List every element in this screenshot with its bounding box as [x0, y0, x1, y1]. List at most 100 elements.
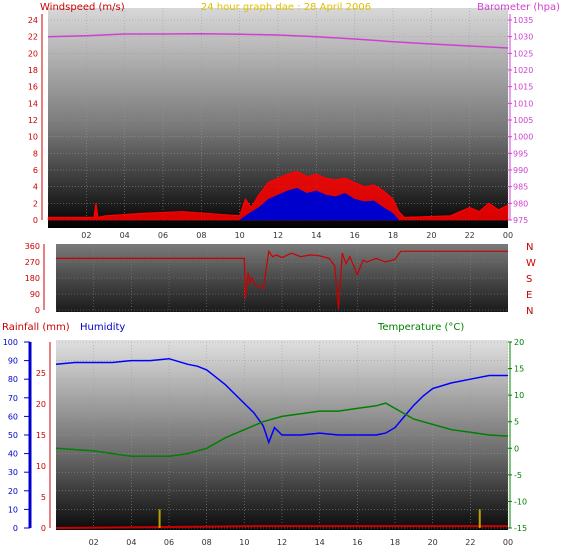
- wind-x-tick-label: 12: [273, 231, 283, 240]
- humidity-axis-label: Humidity: [80, 322, 125, 333]
- rain-tick-label: 20: [36, 400, 46, 409]
- humidity-tick-label: 30: [8, 468, 18, 477]
- humidity-x-tick-label: 08: [202, 538, 212, 547]
- dir-tick-label: 360: [25, 242, 40, 251]
- humidity-tick-label: 90: [8, 357, 18, 366]
- wind-x-tick-label: 16: [350, 231, 360, 240]
- dir-tick-label: 270: [25, 258, 40, 267]
- baro-tick-label: 995: [513, 149, 528, 158]
- rain-tick-label: 10: [36, 462, 46, 471]
- rain-tick-label: 25: [36, 369, 46, 378]
- wind-panel-grid: [48, 8, 509, 221]
- wind-x-tick-label: 10: [235, 231, 245, 240]
- humidity-tick-label: 50: [8, 431, 18, 440]
- barometer-axis-label: Barometer (hpa): [477, 2, 560, 13]
- humidity-x-tick-label: 12: [277, 538, 287, 547]
- temp-tick-label: 15: [514, 365, 524, 374]
- baro-tick-label: 1020: [513, 66, 533, 75]
- temperature-axis-label: Temperature (°C): [377, 322, 464, 333]
- baro-tick-label: 980: [513, 199, 528, 208]
- wind-x-tick-label: 00: [503, 231, 513, 240]
- humidity-x-tick-label: 16: [352, 538, 362, 547]
- wind-x-tick-label: 18: [388, 231, 398, 240]
- axes: 2422201816141210864201035103010251020101…: [3, 14, 536, 547]
- compass-label: E: [526, 290, 532, 301]
- humidity-x-tick-label: 02: [89, 538, 99, 547]
- temp-tick-label: 0: [514, 444, 519, 453]
- humidity-tick-label: 40: [8, 450, 18, 459]
- temperature-series-line: [55, 402, 509, 458]
- wind-tick-label: 2: [33, 199, 38, 208]
- rainfall-axis-label: Rainfall (mm): [2, 322, 70, 333]
- windspeed-series-line: [48, 171, 509, 219]
- humidity-tick-label: 10: [8, 505, 18, 514]
- rain-tick-label: 5: [41, 493, 46, 502]
- humidity-x-tick-label: 22: [465, 538, 475, 547]
- rain-event-markers: [158, 509, 481, 528]
- temp-tick-label: 5: [514, 418, 519, 427]
- windspeed-axis-label: Windspeed (m/s): [40, 2, 125, 13]
- wind-tick-label: 10: [28, 133, 38, 142]
- baro-tick-label: 1015: [513, 83, 533, 92]
- wind-tick-label: 0: [33, 216, 38, 225]
- humidity-x-tick-label: 06: [164, 538, 174, 547]
- compass-label: S: [526, 274, 532, 285]
- wind-direction-series-line: [56, 249, 508, 310]
- humidity-tick-label: 20: [8, 487, 18, 496]
- baro-tick-label: 1000: [513, 133, 533, 142]
- baro-tick-label: 1030: [513, 33, 533, 42]
- wind-tick-label: 24: [28, 16, 38, 25]
- temp-tick-label: -15: [514, 524, 527, 533]
- baro-tick-label: 990: [513, 166, 528, 175]
- humidity-x-tick-label: 10: [239, 538, 249, 547]
- wind-tick-label: 4: [33, 183, 38, 192]
- compass-label: N: [526, 242, 533, 253]
- wind-tick-label: 14: [28, 99, 38, 108]
- baro-tick-label: 1005: [513, 116, 533, 125]
- baro-tick-label: 1010: [513, 99, 533, 108]
- gust-area: [239, 188, 400, 221]
- humidity-tick-label: 0: [13, 524, 18, 533]
- wind-x-tick-label: 22: [465, 231, 475, 240]
- humidity-series-line: [55, 357, 508, 445]
- temp-tick-label: -10: [514, 497, 527, 506]
- rainfall-series-line: [55, 525, 508, 529]
- baro-tick-label: 1025: [513, 49, 533, 58]
- wind-tick-label: 22: [28, 33, 38, 42]
- temp-tick-label: 20: [514, 338, 524, 347]
- wind-x-tick-label: 08: [196, 231, 206, 240]
- humidity-x-tick-label: 04: [126, 538, 136, 547]
- direction-panel-grid: [56, 245, 508, 311]
- temp-tick-label: 10: [514, 391, 524, 400]
- wind-x-tick-label: 02: [81, 231, 91, 240]
- wind-tick-label: 20: [28, 49, 38, 58]
- wind-tick-label: 16: [28, 83, 38, 92]
- chart-title: 24 hour graph dae : 28 April 2006: [201, 2, 371, 13]
- humidity-tick-label: 60: [8, 412, 18, 421]
- humidity-x-tick-label: 18: [390, 538, 400, 547]
- dir-tick-label: 90: [30, 290, 40, 299]
- humidity-x-tick-label: 14: [315, 538, 325, 547]
- baro-tick-label: 1035: [513, 16, 533, 25]
- humidity-tick-label: 80: [8, 375, 18, 384]
- wind-tick-label: 12: [28, 116, 38, 125]
- dir-tick-label: 0: [35, 306, 40, 315]
- wind-tick-label: 6: [33, 166, 38, 175]
- baro-tick-label: 985: [513, 183, 528, 192]
- temp-tick-label: -5: [514, 471, 522, 480]
- wind-x-tick-label: 14: [311, 231, 321, 240]
- wind-x-tick-label: 20: [426, 231, 436, 240]
- dir-tick-label: 180: [25, 274, 40, 283]
- wind-x-tick-label: 06: [158, 231, 168, 240]
- humidity-x-tick-label: 00: [503, 538, 513, 547]
- rain-tick-label: 15: [36, 431, 46, 440]
- humidity-tick-label: 100: [3, 338, 18, 347]
- compass-label: W: [526, 258, 536, 269]
- humidity-tick-label: 70: [8, 394, 18, 403]
- humidity-x-tick-label: 20: [428, 538, 438, 547]
- compass-label: N: [526, 306, 533, 317]
- wind-tick-label: 8: [33, 149, 38, 158]
- wind-x-tick-label: 04: [120, 231, 130, 240]
